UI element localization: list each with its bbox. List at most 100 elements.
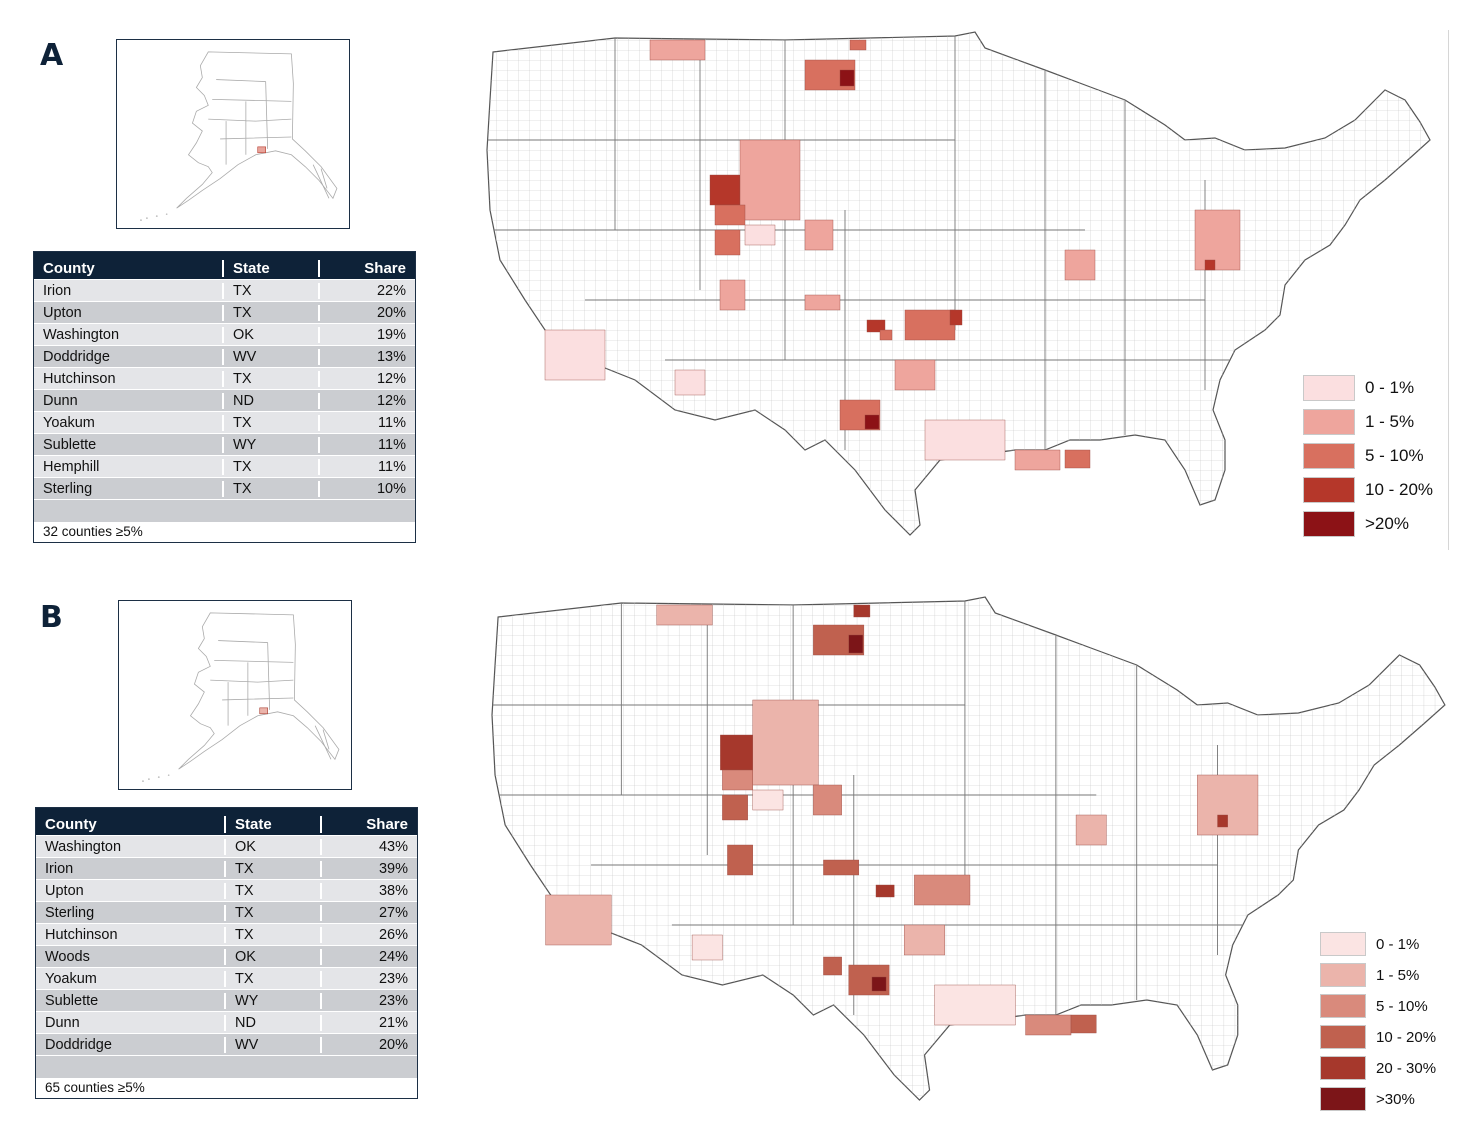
table-spacer-row xyxy=(36,1055,417,1078)
cell-share: 26% xyxy=(378,926,408,943)
legend-item: >30% xyxy=(1320,1087,1436,1111)
table-row: Irion TX 39% xyxy=(36,857,417,879)
table-header: County State Share xyxy=(34,252,415,279)
alaska-county-mark xyxy=(257,146,266,154)
cell-county: Upton xyxy=(34,304,224,321)
cell-state: WV xyxy=(226,1036,322,1053)
table-footer-note: 32 counties ≥5% xyxy=(34,522,415,542)
legend-swatch xyxy=(1320,1056,1366,1080)
legend-label: 5 - 10% xyxy=(1376,997,1428,1015)
table-footer-note: 65 counties ≥5% xyxy=(36,1078,417,1098)
table-row: Sterling TX 27% xyxy=(36,901,417,923)
header-state: State xyxy=(226,816,322,833)
panel-a-shaded-counties xyxy=(544,39,1241,471)
legend-item: 0 - 1% xyxy=(1303,375,1433,401)
cell-county: Sublette xyxy=(36,992,226,1009)
cell-state: TX xyxy=(224,458,320,475)
header-county: County xyxy=(34,260,224,277)
cell-share: 24% xyxy=(378,948,408,965)
cell-share: 38% xyxy=(378,882,408,899)
table-row: Upton TX 20% xyxy=(34,301,415,323)
cell-county: Upton xyxy=(36,882,226,899)
cell-state: TX xyxy=(226,904,322,921)
table-row: Washington OK 43% xyxy=(36,835,417,857)
cell-state: TX xyxy=(224,414,320,431)
cell-share: 21% xyxy=(378,1014,408,1031)
table-row: Doddridge WV 13% xyxy=(34,345,415,367)
table-row: Yoakum TX 11% xyxy=(34,411,415,433)
cell-county: Woods xyxy=(36,948,226,965)
legend-item: 10 - 20% xyxy=(1320,1025,1436,1049)
table-row: Upton TX 38% xyxy=(36,879,417,901)
table-body: Irion TX 22% Upton TX 20% Washington OK 19% Do… xyxy=(34,279,415,522)
cell-state: TX xyxy=(224,282,320,299)
legend-label: 20 - 30% xyxy=(1376,1059,1437,1077)
panel-b-letter: B xyxy=(40,600,63,635)
legend-label: 5 - 10% xyxy=(1365,446,1424,465)
alaska-map-icon xyxy=(140,51,338,221)
table-row: Sterling TX 10% xyxy=(34,477,415,499)
table-row: Washington OK 19% xyxy=(34,323,415,345)
table-row: Doddridge WV 20% xyxy=(36,1033,417,1055)
table-body: Washington OK 43% Irion TX 39% Upton TX 38% St… xyxy=(36,835,417,1078)
cell-county: Yoakum xyxy=(36,970,226,987)
cell-county: Sublette xyxy=(34,436,224,453)
legend-swatch xyxy=(1303,443,1355,469)
table-row: Sublette WY 11% xyxy=(34,433,415,455)
legend-item: >20% xyxy=(1303,511,1433,537)
cell-state: TX xyxy=(226,860,322,877)
legend-label: >20% xyxy=(1365,514,1409,533)
cell-county: Yoakum xyxy=(34,414,224,431)
legend-item: 20 - 30% xyxy=(1320,1056,1436,1080)
cell-share: 20% xyxy=(376,304,406,321)
cell-county: Irion xyxy=(36,860,226,877)
cell-county: Hutchinson xyxy=(34,370,224,387)
legend-label: 10 - 20% xyxy=(1365,480,1434,499)
cell-county: Sterling xyxy=(36,904,226,921)
cell-share: 27% xyxy=(378,904,408,921)
legend-swatch xyxy=(1303,511,1355,537)
table-header: County State Share xyxy=(36,808,417,835)
legend-label: 1 - 5% xyxy=(1376,966,1420,984)
cell-share: 22% xyxy=(376,282,406,299)
cell-state: ND xyxy=(224,392,320,409)
cell-county: Dunn xyxy=(34,392,224,409)
cell-share: 23% xyxy=(378,970,408,987)
cell-county: Hemphill xyxy=(34,458,224,475)
cell-share: 12% xyxy=(376,370,406,387)
cell-share: 23% xyxy=(378,992,408,1009)
panel-b-shaded-counties xyxy=(545,604,1259,1036)
cell-county: Dunn xyxy=(36,1014,226,1031)
legend-label: >30% xyxy=(1376,1090,1415,1108)
table-row: Hemphill TX 11% xyxy=(34,455,415,477)
cell-share: 19% xyxy=(376,326,406,343)
legend-item: 0 - 1% xyxy=(1320,932,1436,956)
header-share: Share xyxy=(364,260,406,277)
legend-item: 5 - 10% xyxy=(1303,443,1433,469)
cell-state: TX xyxy=(226,926,322,943)
header-share: Share xyxy=(366,816,408,833)
cell-share: 43% xyxy=(378,838,408,855)
panel-a-us-county-map xyxy=(485,30,1440,550)
panel-b-legend: 0 - 1% 1 - 5% 5 - 10% 10 - 20% 20 - 30% … xyxy=(1320,932,1436,1111)
cell-share: 39% xyxy=(378,860,408,877)
cell-share: 10% xyxy=(376,480,406,497)
cell-state: ND xyxy=(226,1014,322,1031)
legend-label: 0 - 1% xyxy=(1365,378,1415,397)
cell-share: 20% xyxy=(378,1036,408,1053)
legend-swatch xyxy=(1320,1087,1366,1111)
table-row: Dunn ND 21% xyxy=(36,1011,417,1033)
cell-county: Hutchinson xyxy=(36,926,226,943)
cell-state: TX xyxy=(224,480,320,497)
header-state: State xyxy=(224,260,320,277)
alaska-county-mark xyxy=(259,707,268,715)
cell-state: OK xyxy=(224,326,320,343)
cell-state: OK xyxy=(226,948,322,965)
cell-county: Doddridge xyxy=(34,348,224,365)
cell-county: Washington xyxy=(36,838,226,855)
legend-label: 1 - 5% xyxy=(1365,412,1415,431)
table-row: Hutchinson TX 12% xyxy=(34,367,415,389)
legend-label: 10 - 20% xyxy=(1376,1028,1437,1046)
legend-swatch xyxy=(1320,932,1366,956)
panel-a-county-table: County State Share Irion TX 22% Upton TX 20%… xyxy=(33,251,416,543)
